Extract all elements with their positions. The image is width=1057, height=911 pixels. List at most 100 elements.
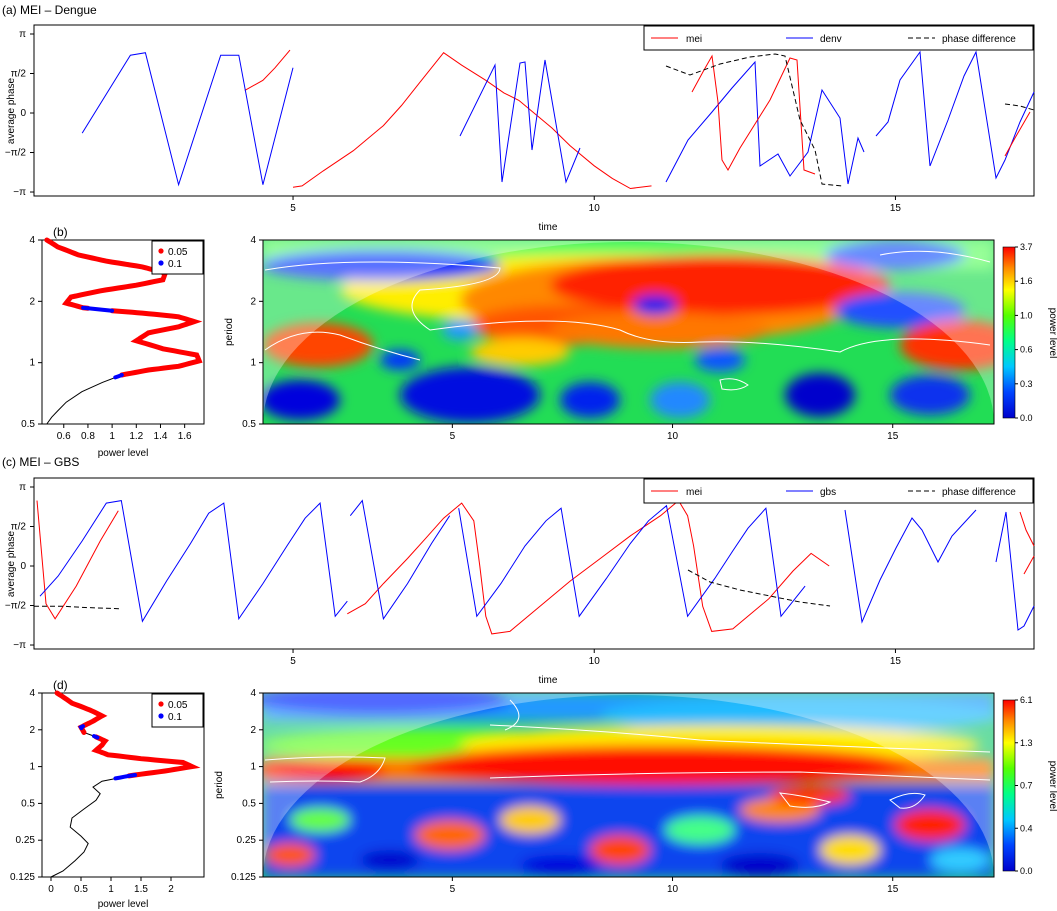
wavelet-d-field: [263, 693, 994, 877]
wavelet-b-colorbar-tick-label: 0.0: [1020, 413, 1033, 423]
panel-c: (c) MEI – GBS 5 10 15 π π/2 0 −π/2 −π time aver…: [2, 455, 1035, 686]
panel-c-extra-lines: [687, 509, 1035, 631]
wavelet-b-xtick-label: 15: [887, 431, 899, 442]
panel-a-axes: 5 10 15 π π/2 0 −π/2 −π: [5, 29, 902, 214]
panel-a-ylabel: average phase: [6, 77, 17, 144]
phase-a-series-mei: [244, 49, 291, 91]
power-b-xtick-label: 0.6: [57, 431, 71, 442]
panel-c-axes: 5 10 15 π π/2 0 −π/2 −π: [5, 482, 902, 667]
phase-c-xtick-label: 5: [290, 656, 296, 667]
panel-a-extra-lines: [459, 50, 1035, 187]
phase-c-ytick-label: 0: [20, 561, 26, 572]
wavelet-b-colorbar-tick-label: 0.3: [1020, 379, 1033, 389]
legend-a-denv: denv: [820, 34, 842, 45]
power-b-ytick-label: 2: [29, 296, 35, 307]
phase-a-xtick-label: 15: [890, 203, 902, 214]
wavelet-d-colorbar-tick-label: 0.7: [1020, 781, 1033, 791]
power-d-signif-05: [91, 734, 201, 779]
legend-b-05: 0.05: [168, 247, 188, 258]
phase-a-ytick-label: −π/2: [5, 148, 27, 159]
wavelet-d-ytick-label: 4: [250, 688, 256, 699]
phase-c-series-gbs: [349, 499, 451, 621]
phase-c-xtick-label: 15: [890, 656, 902, 667]
wavelet-d-frame: [262, 692, 995, 878]
panel-c-legend: mei gbs phase difference: [643, 478, 1034, 504]
panel-d-legend: 0.05 0.1: [151, 693, 204, 728]
wavelet-b-colorbar-tick-label: 1.6: [1020, 276, 1033, 286]
power-b-ytick-label: 1: [29, 358, 35, 369]
legend-a-phase: phase difference: [942, 34, 1016, 45]
wavelet-d-colorbar-tick-label: 0.4: [1020, 823, 1033, 833]
panel-d-power: (d) 0 0.5 1 1.5 2 0.125 0.25 0.5 1 2 4 power level…: [10, 678, 205, 910]
phase-c-ytick-label: π: [19, 482, 26, 493]
phase-c-series-phase-difference: [34, 605, 122, 610]
wavelet-b-ylabel: period: [224, 318, 235, 346]
phase-a-ytick-label: π/2: [11, 69, 27, 80]
legend-c-gbs: gbs: [820, 487, 836, 498]
power-d-ytick-label: 0.125: [10, 872, 35, 883]
power-d-signif-1: [78, 724, 85, 731]
wavelet-d-ytick-label: 2: [250, 725, 256, 736]
power-d-signif-1: [113, 773, 137, 781]
phase-a-xtick-label: 10: [589, 203, 601, 214]
power-b-ytick-label: 0.5: [21, 419, 35, 430]
panel-a-xlabel: time: [539, 222, 558, 233]
panel-a-legend: mei denv phase difference: [643, 25, 1034, 51]
panel-d-tag: (d): [53, 678, 68, 692]
panel-a-title: (a) MEI – Dengue: [2, 3, 97, 17]
phase-c-ytick-label: π/2: [11, 522, 27, 533]
wavelet-d-coi: [263, 693, 994, 877]
phase-c-series-mei: [36, 500, 119, 620]
wavelet-d-xtick-label: 15: [887, 884, 899, 895]
wavelet-b-colorbar-tick-label: 0.6: [1020, 345, 1033, 355]
power-b-xtick-label: 1.4: [154, 431, 168, 442]
phase-c-xtick-label: 10: [589, 656, 601, 667]
wavelet-b-colorbar-tick-label: 1.0: [1020, 310, 1033, 320]
panel-d-curve: [50, 690, 201, 878]
panel-a-frame: [33, 24, 1035, 197]
wavelet-b-colorbar-tick-label: 3.7: [1020, 242, 1033, 252]
wavelet-d-axes: 5 10 15 0.125 0.25 0.5 1 2 4: [231, 688, 899, 895]
power-d-ytick-label: 0.5: [21, 798, 35, 809]
wavelet-d-ytick-label: 0.25: [237, 835, 257, 846]
wavelet-b-xtick-label: 5: [450, 431, 456, 442]
wavelet-b-ytick-label: 0.5: [242, 419, 256, 430]
colorbar-b: 3.7 1.6 1.0 0.6 0.3 0.0 power level: [1002, 242, 1057, 423]
panel-b-wavelet: 5 10 15 0.5 1 2 4 period 3.7 1.6 1.0 0.6 0.3 0.0 po…: [224, 235, 1057, 442]
colorbar-d: 6.1 1.3 0.7 0.4 0.0 power level: [1002, 695, 1057, 876]
power-d-xtick-label: 0.5: [74, 884, 88, 895]
colorbar-d-label: power level: [1047, 761, 1057, 812]
wavelet-b-ytick-label: 4: [250, 235, 256, 246]
panel-d-wavelet: 5 10 15 0.125 0.25 0.5 1 2 4 period 6.1 1.3 0.7 0.4…: [214, 688, 1057, 895]
phase-a-xtick-label: 5: [290, 203, 296, 214]
panel-a-series: [81, 49, 652, 190]
panel-b-axes: 0.6 0.8 1 1.2 1.4 1.6 0.5 1 2 4: [21, 235, 192, 442]
power-b-xtick-label: 1: [109, 431, 115, 442]
legend-d-05: 0.05: [168, 700, 188, 711]
phase-c-series-gbs: [39, 500, 348, 623]
power-d-xtick-label: 2: [168, 884, 174, 895]
wavelet-b-ytick-label: 1: [250, 358, 256, 369]
phase-c-series-gbs: [458, 504, 806, 618]
wavelet-b-xtick-label: 10: [667, 431, 679, 442]
panel-c-xlabel: time: [539, 675, 558, 686]
power-b-signif-1: [81, 305, 115, 313]
power-d-xtick-label: 0: [48, 884, 54, 895]
power-b-ytick-label: 4: [29, 235, 35, 246]
power-b-signif-1: [113, 373, 124, 380]
colorbar-b-label: power level: [1047, 308, 1057, 359]
panel-d-frame: [41, 692, 205, 878]
wavelet-d-ytick-label: 0.5: [242, 798, 256, 809]
phase-a-series-denv: [81, 52, 294, 187]
phase-a-ytick-label: 0: [20, 108, 26, 119]
wavelet-d-colorbar-tick-label: 0.0: [1020, 866, 1033, 876]
panel-c-title: (c) MEI – GBS: [2, 455, 79, 469]
wavelet-d-colorbar-tick-label: 6.1: [1020, 695, 1033, 705]
power-d-xtick-label: 1.5: [134, 884, 148, 895]
wavelet-b-field: [263, 240, 994, 424]
power-b-xtick-label: 1.2: [129, 431, 143, 442]
wavelet-d-ytick-label: 0.125: [231, 872, 256, 883]
panel-a: (a) MEI – Dengue 5 10 15 π π/2 0 −π/2 −π time a…: [2, 3, 1035, 233]
power-b-xtick-label: 1.6: [178, 431, 192, 442]
wavelet-b-coi: [263, 240, 994, 424]
